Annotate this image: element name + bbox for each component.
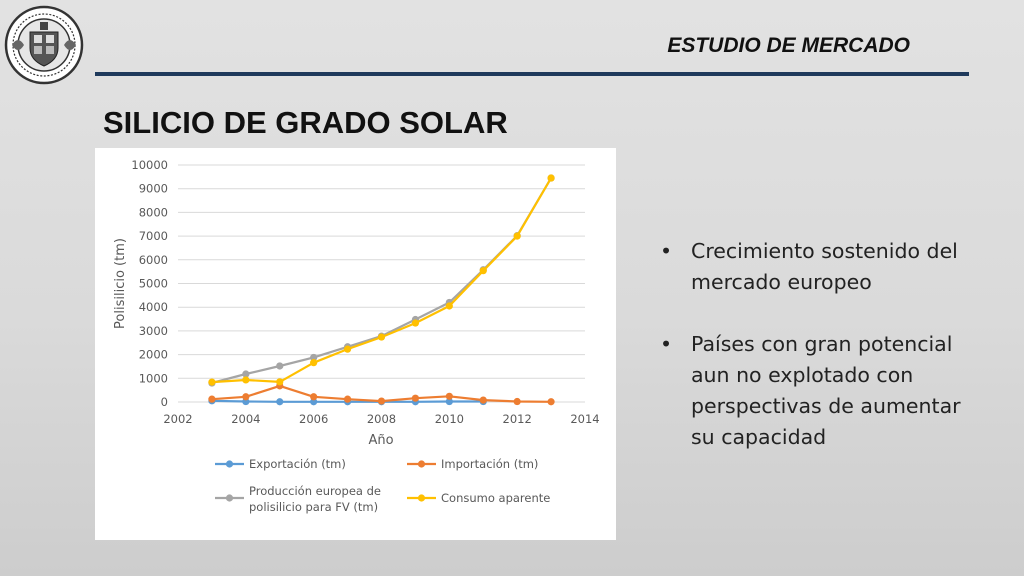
- data-point: [479, 267, 487, 275]
- bullet-item: • Crecimiento sostenido del mercado euro…: [660, 236, 980, 298]
- data-point: [242, 393, 250, 401]
- y-tick-label: 1000: [139, 371, 168, 385]
- data-point: [310, 359, 318, 367]
- bullet-text: Países con gran potencial aun no explota…: [691, 332, 961, 449]
- data-point: [343, 345, 352, 353]
- legend-entry-label: Importación (tm): [441, 457, 538, 471]
- x-tick-label: 2006: [299, 412, 328, 426]
- data-point: [276, 378, 284, 386]
- bullet-dot-icon: •: [660, 332, 673, 356]
- data-point: [411, 319, 420, 327]
- data-point: [310, 393, 318, 401]
- data-point: [513, 397, 521, 406]
- chart-canvas: 0 1000 2000 3000 4000 5000 6000 7000 8000 9000 100…: [113, 158, 600, 514]
- legend-swatch-marker: [225, 494, 234, 502]
- data-point: [445, 302, 453, 310]
- y-tick-label: 10000: [131, 158, 168, 172]
- data-point: [513, 232, 521, 240]
- y-tick-label: 3000: [139, 324, 168, 338]
- x-tick-label: 2002: [163, 412, 192, 426]
- y-axis-label: Polisilicio (tm): [113, 238, 128, 329]
- legend-entry-label: Producción europea de polisilicio para FV…: [249, 484, 381, 514]
- bullet-dot-icon: •: [660, 239, 673, 263]
- bullet-item: • Países con gran potencial aun no explo…: [660, 329, 980, 453]
- x-axis-label: Año: [368, 433, 393, 448]
- y-tick-label: 2000: [139, 348, 168, 362]
- data-point: [208, 395, 216, 403]
- data-point: [242, 370, 250, 378]
- data-point: [276, 362, 284, 370]
- data-point: [377, 333, 386, 341]
- y-tick-label: 8000: [139, 205, 168, 219]
- data-point: [343, 395, 352, 403]
- header-title: ESTUDIO DE MERCADO: [667, 34, 910, 57]
- x-tick-label: 2014: [570, 412, 599, 426]
- data-point: [547, 174, 555, 182]
- y-tick-label: 4000: [139, 300, 168, 314]
- bullet-list: • Crecimiento sostenido del mercado euro…: [660, 236, 980, 453]
- series-line: [211, 177, 553, 384]
- data-point: [276, 398, 284, 406]
- bullet-text: Crecimiento sostenido del mercado europe…: [691, 239, 958, 294]
- data-point: [208, 378, 216, 386]
- y-tick-label: 5000: [139, 277, 168, 291]
- legend-swatch-marker: [417, 494, 426, 502]
- x-tick-label: 2010: [435, 412, 464, 426]
- x-tick-label: 2004: [231, 412, 260, 426]
- data-point: [445, 397, 453, 406]
- data-point: [479, 396, 487, 404]
- slide-title: SILICIO DE GRADO SOLAR: [103, 105, 508, 140]
- data-point: [242, 376, 250, 384]
- data-point: [310, 398, 318, 406]
- data-point: [377, 397, 386, 405]
- legend-entry-label: Consumo aparente: [441, 491, 550, 505]
- y-tick-label: 7000: [139, 229, 168, 243]
- header-divider: [95, 72, 969, 76]
- university-seal-logo: [4, 4, 84, 86]
- x-tick-label: 2008: [367, 412, 396, 426]
- legend-entry-label: Exportación (tm): [249, 457, 346, 471]
- y-tick-label: 6000: [139, 253, 168, 267]
- legend-swatch-marker: [417, 460, 426, 468]
- data-point: [310, 353, 318, 362]
- y-tick-label: 0: [161, 395, 168, 409]
- series-line: [211, 177, 553, 385]
- legend-swatch-marker: [225, 460, 234, 468]
- line-chart: 0 1000 2000 3000 4000 5000 6000 7000 8000 9000 100…: [95, 148, 616, 540]
- data-point: [411, 394, 420, 402]
- x-tick-label: 2012: [503, 412, 532, 426]
- data-point: [445, 392, 453, 400]
- y-tick-label: 9000: [139, 182, 168, 196]
- data-point: [547, 398, 555, 406]
